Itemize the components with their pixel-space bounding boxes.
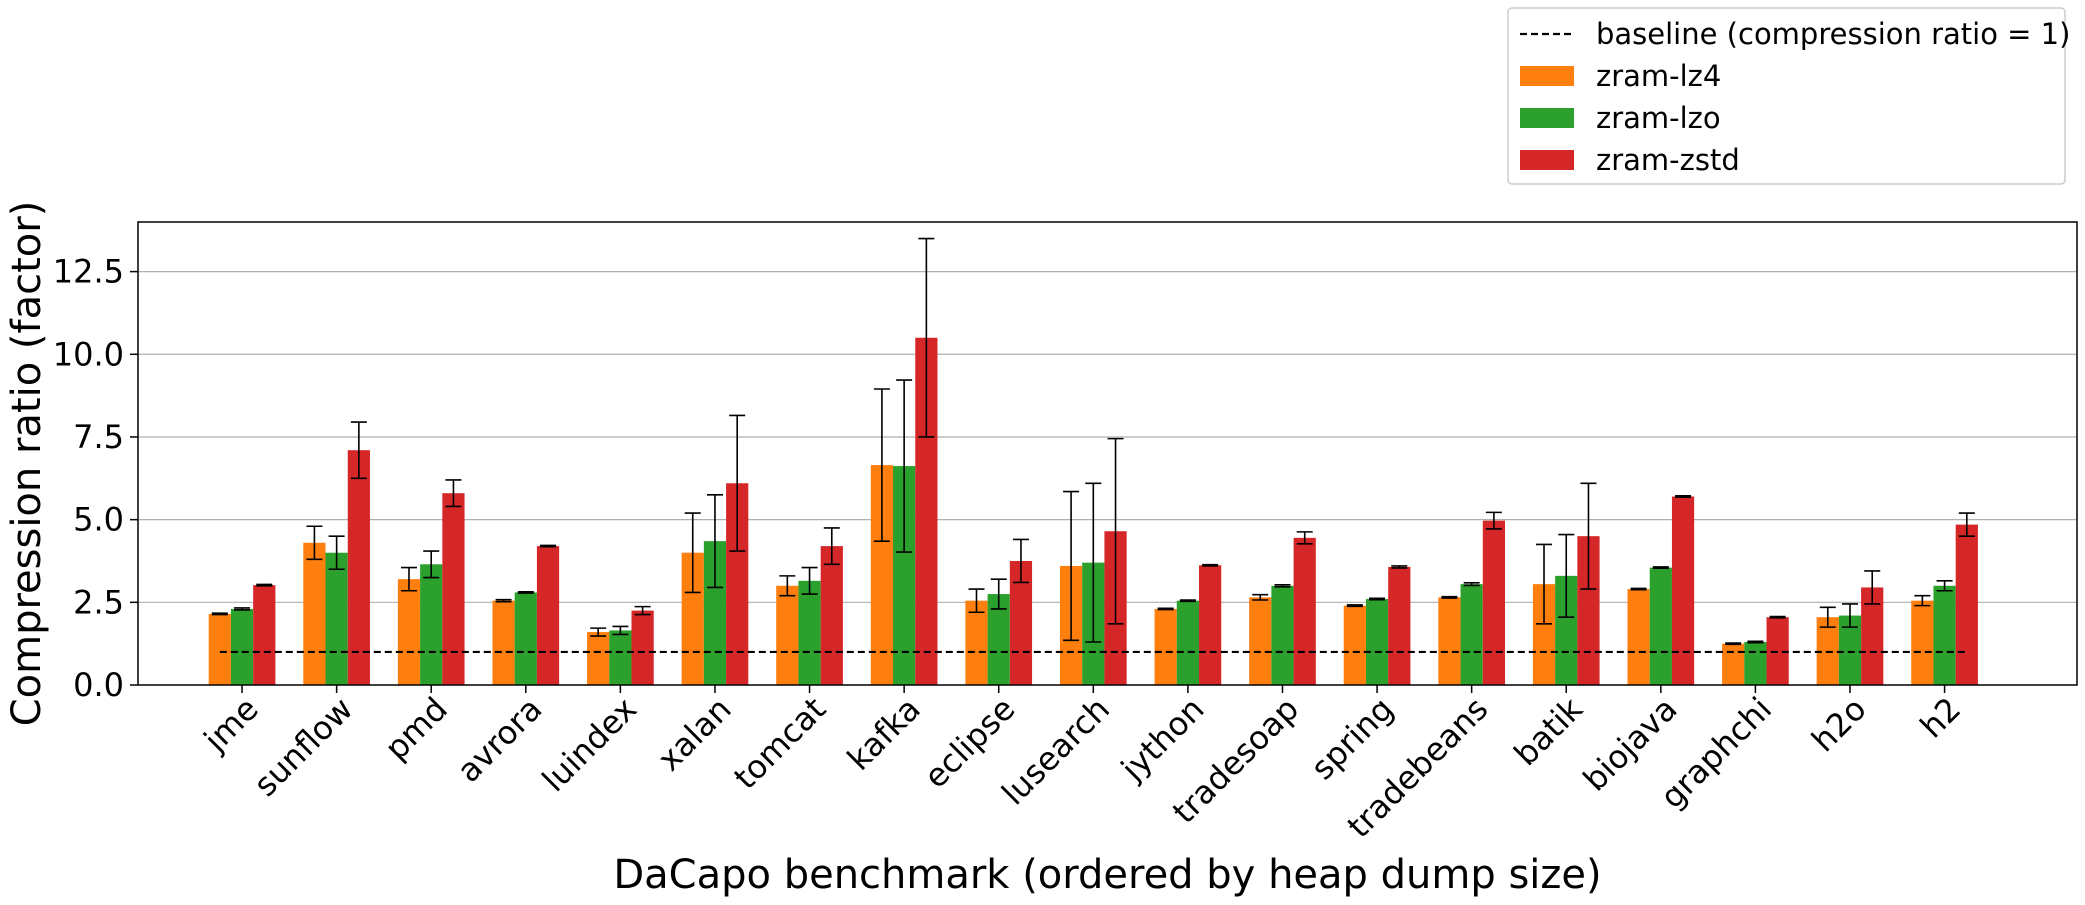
bar-zram-lz4-sunflow bbox=[303, 542, 326, 685]
x-tick-label: batik bbox=[1507, 689, 1591, 773]
bar-zram-lz4-h2 bbox=[1911, 600, 1934, 685]
legend-label-zram-zstd: zram-zstd bbox=[1596, 143, 1740, 177]
y-tick-label: 5.0 bbox=[73, 501, 124, 539]
bar-zram-lzo-kafka bbox=[893, 466, 916, 685]
bar-zram-zstd-tomcat bbox=[820, 546, 843, 685]
bar-zram-lzo-spring bbox=[1365, 599, 1389, 685]
bar-zram-lzo-graphchi bbox=[1744, 642, 1767, 685]
bar-zram-lz4-biojava bbox=[1627, 589, 1650, 685]
bar-zram-lz4-spring bbox=[1343, 605, 1366, 685]
x-tick-label: luindex bbox=[535, 690, 644, 799]
x-axis-label: DaCapo benchmark (ordered by heap dump s… bbox=[613, 852, 1601, 898]
bar-zram-lz4-eclipse bbox=[965, 600, 988, 685]
legend-label-zram-lz4: zram-lz4 bbox=[1596, 59, 1721, 93]
plot-frame bbox=[137, 221, 2078, 686]
bar-zram-lz4-batik bbox=[1532, 584, 1556, 685]
x-tick-label: xalan bbox=[650, 690, 739, 779]
error-bars-group bbox=[211, 237, 1975, 646]
x-tick-label: avrora bbox=[450, 690, 550, 790]
bar-zram-zstd-h2o bbox=[1861, 587, 1884, 685]
bar-zram-zstd-kafka bbox=[915, 337, 938, 685]
bar-zram-lz4-graphchi bbox=[1722, 643, 1745, 685]
bar-zram-zstd-tradesoap bbox=[1293, 537, 1316, 685]
bar-zram-lz4-jme bbox=[208, 613, 231, 685]
bar-zram-zstd-sunflow bbox=[347, 450, 370, 685]
bar-zram-zstd-biojava bbox=[1671, 496, 1695, 685]
x-tick-label: sunflow bbox=[246, 690, 360, 804]
bar-zram-lzo-avrora bbox=[514, 592, 537, 685]
y-tick-label: 2.5 bbox=[73, 583, 124, 621]
bar-zram-lz4-pmd bbox=[397, 579, 421, 685]
legend-frame bbox=[1507, 7, 2066, 185]
x-tick-label: tomcat bbox=[726, 690, 833, 797]
bar-zram-lzo-tomcat bbox=[798, 580, 821, 685]
bar-zram-lz4-jython bbox=[1154, 608, 1177, 685]
legend-swatch-zram-lz4 bbox=[1520, 66, 1574, 86]
bar-zram-lz4-tradesoap bbox=[1249, 597, 1272, 685]
bar-zram-lzo-sunflow bbox=[325, 552, 348, 685]
bar-zram-zstd-h2 bbox=[1955, 524, 1978, 685]
y-tick-label: 7.5 bbox=[73, 418, 124, 456]
bar-zram-zstd-avrora bbox=[536, 546, 560, 685]
y-axis-ticks: 0.0 2.5 5.0 7.5 10.0 12.5 bbox=[53, 253, 138, 704]
x-tick-label: kafka bbox=[840, 690, 928, 778]
bar-zram-zstd-jme bbox=[253, 585, 276, 685]
bar-zram-lzo-eclipse bbox=[987, 594, 1010, 685]
bar-zram-zstd-eclipse bbox=[1009, 560, 1033, 685]
legend-label-zram-lzo: zram-lzo bbox=[1596, 101, 1721, 135]
bar-zram-lz4-avrora bbox=[492, 600, 515, 685]
bar-zram-lzo-jython bbox=[1176, 600, 1200, 685]
bar-zram-zstd-luindex bbox=[631, 610, 654, 685]
bar-zram-zstd-tradebeans bbox=[1482, 520, 1505, 685]
bar-zram-zstd-pmd bbox=[442, 493, 465, 685]
bar-zram-lzo-tradesoap bbox=[1271, 585, 1294, 685]
x-tick-label: jme bbox=[196, 690, 266, 760]
bar-zram-zstd-xalan bbox=[726, 483, 749, 685]
legend: baseline (compression ratio = 1) zram-lz… bbox=[1507, 7, 2070, 185]
bar-zram-zstd-spring bbox=[1388, 566, 1411, 685]
y-tick-label: 0.0 bbox=[73, 666, 124, 704]
bar-zram-lzo-h2 bbox=[1933, 585, 1956, 685]
bar-zram-lzo-pmd bbox=[420, 564, 443, 685]
bar-zram-lzo-luindex bbox=[609, 630, 632, 685]
legend-swatch-zram-zstd bbox=[1520, 150, 1574, 170]
bar-zram-lz4-luindex bbox=[587, 632, 610, 685]
bar-zram-lz4-tomcat bbox=[776, 585, 799, 685]
x-tick-label: pmd bbox=[377, 690, 455, 768]
bar-zram-lzo-xalan bbox=[703, 541, 727, 685]
legend-swatch-zram-lzo bbox=[1520, 108, 1574, 128]
bar-zram-lzo-batik bbox=[1555, 575, 1578, 685]
bar-zram-zstd-jython bbox=[1199, 565, 1222, 685]
y-tick-label: 10.0 bbox=[53, 335, 124, 373]
bar-zram-lzo-biojava bbox=[1649, 567, 1672, 685]
bar-zram-lzo-h2o bbox=[1838, 615, 1862, 685]
bar-zram-lz4-tradebeans bbox=[1438, 597, 1461, 685]
bar-zram-lzo-jme bbox=[230, 608, 254, 685]
y-tick-label: 12.5 bbox=[53, 253, 124, 291]
bar-zram-lzo-tradebeans bbox=[1460, 584, 1483, 685]
x-tick-label: h2o bbox=[1804, 690, 1873, 759]
bar-zram-zstd-batik bbox=[1577, 536, 1600, 685]
x-tick-label: h2 bbox=[1913, 690, 1969, 746]
bar-zram-lz4-kafka bbox=[870, 465, 894, 685]
y-axis-label: Compression ratio (factor) bbox=[4, 201, 50, 727]
legend-baseline-label: baseline (compression ratio = 1) bbox=[1596, 17, 2070, 51]
